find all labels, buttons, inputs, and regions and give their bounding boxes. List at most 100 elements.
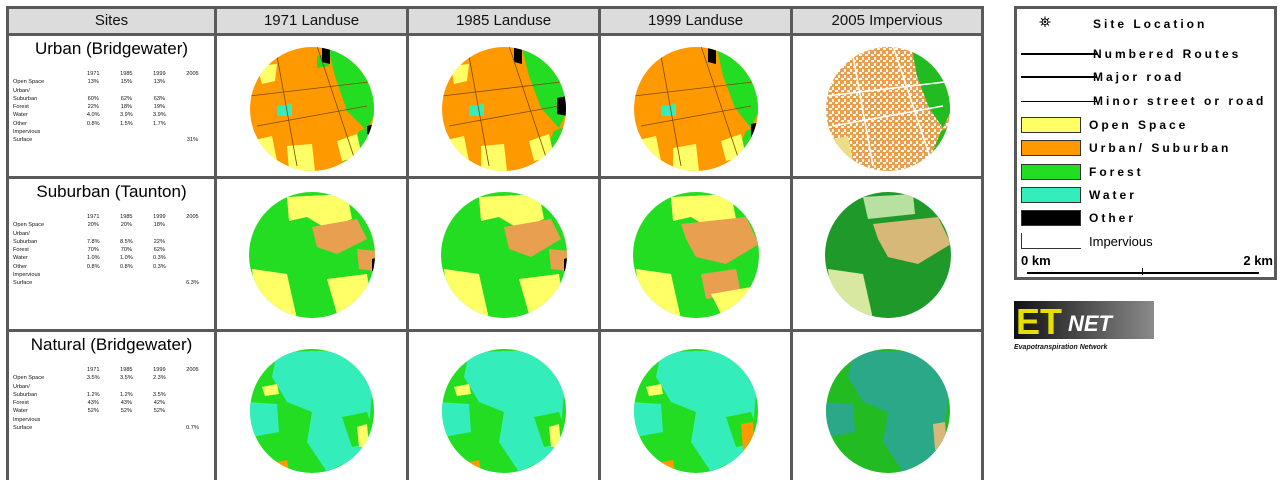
stat-value: 70% xyxy=(87,247,99,254)
stat-label: Surface xyxy=(13,137,33,144)
stat-value: 18% xyxy=(120,104,132,111)
site-stats-table: 1971 1985 1999 2005 Open Space 13% 15% 13% Urb… xyxy=(13,70,209,145)
open-space-patch xyxy=(646,384,663,396)
legend-label: Impervious xyxy=(1089,234,1153,249)
stat-value: 0.8% xyxy=(86,120,100,127)
legend-site-location: ⛯ Site Location xyxy=(1017,14,1274,35)
impervious-patch xyxy=(825,205,835,219)
year-label: 1999 xyxy=(153,214,166,220)
landuse-comparison-table: Sites 1971 Landuse 1985 Landuse 1999 Lan… xyxy=(6,6,984,480)
map-cell-urban-1971 xyxy=(217,36,406,176)
stat-value: 0.8% xyxy=(86,263,100,270)
year-label: 2005 xyxy=(186,367,199,373)
other-patch xyxy=(441,205,451,219)
landuse-map xyxy=(634,47,758,171)
year-label: 1985 xyxy=(120,214,133,220)
header-sites-label: Sites xyxy=(94,12,129,29)
stat-label: Impervious xyxy=(13,272,41,279)
logo-text-net: NET xyxy=(1068,311,1114,336)
legend-water: Water xyxy=(1017,186,1274,206)
open-space-swatch xyxy=(1021,117,1081,133)
header-1985-label: 1985 Landuse xyxy=(455,12,552,29)
stat-value: 42% xyxy=(153,400,165,407)
stat-value: 13% xyxy=(153,79,165,86)
map-cell-suburban-1971 xyxy=(217,179,406,329)
site-title: Suburban (Taunton) xyxy=(36,182,187,201)
open-space-patch xyxy=(250,136,277,171)
stat-value: 0.8% xyxy=(119,263,133,270)
stat-label: Forest xyxy=(13,104,29,111)
scale-bar: 0 km 2 km xyxy=(1021,253,1273,275)
site-info-suburban: Suburban (Taunton) 1971 1985 1999 2005 Open… xyxy=(9,179,214,329)
stats-row: Water 1.0% 1.0% 0.3% xyxy=(13,254,209,262)
water-patch xyxy=(826,402,855,437)
stat-value: 13% xyxy=(87,79,99,86)
open-space-patch xyxy=(357,424,369,447)
stats-row: Surface 31% xyxy=(13,136,209,144)
map-cell-suburban-2005 xyxy=(793,179,981,329)
stat-label: Surface xyxy=(13,425,33,432)
scale-end-label: 2 km xyxy=(1243,253,1273,268)
open-space-patch xyxy=(287,194,352,229)
stats-row: Open Space 20% 20% 18% xyxy=(13,221,209,229)
open-space-patch xyxy=(634,136,661,171)
stat-value: 1.2% xyxy=(86,391,100,398)
map-cell-natural-1971 xyxy=(217,332,406,480)
legend-impervious: Impervious xyxy=(1017,232,1274,252)
map-cell-urban-2005 xyxy=(793,36,981,176)
urban-patch xyxy=(873,217,951,264)
open-space-patch xyxy=(673,144,699,171)
urban-patch xyxy=(504,219,561,257)
other-patch xyxy=(751,122,758,140)
stat-value: 20% xyxy=(87,222,99,229)
stat-value: 18% xyxy=(153,222,165,229)
stats-row: Water 4.0% 3.9% 3.9% xyxy=(13,111,209,119)
open-space-patch xyxy=(826,136,853,171)
stats-year-row: 1971 1985 1999 2005 xyxy=(13,366,209,374)
major-road-line-icon xyxy=(1021,76,1097,78)
urban-swatch xyxy=(1021,140,1081,156)
impervious-map xyxy=(826,349,950,473)
forest-swatch xyxy=(1021,164,1081,180)
stats-row: Impervious xyxy=(13,416,209,424)
stat-value: 3.5% xyxy=(119,375,133,382)
map-legend: ⛯ Site Location Numbered Routes Major ro… xyxy=(1014,6,1277,280)
map-cell-urban-1999 xyxy=(601,36,790,176)
landuse-map xyxy=(250,47,374,171)
header-sites: Sites xyxy=(9,9,214,33)
site-info-natural: Natural (Bridgewater) 1971 1985 1999 2005 O… xyxy=(9,332,214,480)
stat-label: Suburban xyxy=(13,391,38,398)
stats-row: Other 0.8% 1.5% 1.7% xyxy=(13,120,209,128)
stats-row: Forest 70% 70% 62% xyxy=(13,246,209,254)
legend-major-road: Major road xyxy=(1017,68,1274,88)
map-cell-suburban-1999 xyxy=(601,179,790,329)
urban-patch xyxy=(681,217,759,264)
header-2005: 2005 Impervious xyxy=(793,9,981,33)
landuse-map xyxy=(633,192,759,318)
impervious-map xyxy=(825,192,951,318)
stat-value: 2.3% xyxy=(152,375,166,382)
logo-text-et: ET xyxy=(1016,301,1062,342)
legend-label: Open Space xyxy=(1089,118,1189,132)
stat-value: 43% xyxy=(87,400,99,407)
stat-value: 6.3% xyxy=(186,280,199,287)
stat-value: 1.2% xyxy=(119,391,133,398)
impervious-map xyxy=(826,47,950,171)
scale-bar-tick xyxy=(1142,268,1143,275)
stat-value: 1.0% xyxy=(86,255,100,262)
stats-row: Forest 43% 43% 42% xyxy=(13,399,209,407)
legend-label: Major road xyxy=(1093,70,1185,84)
open-space-patch xyxy=(479,194,544,229)
open-space-patch xyxy=(481,144,507,171)
impervious-swatch xyxy=(1021,233,1081,249)
stats-row: Open Space 3.5% 3.5% 2.3% xyxy=(13,374,209,382)
landuse-map xyxy=(442,349,566,473)
stats-year-row: 1971 1985 1999 2005 xyxy=(13,213,209,221)
landuse-map xyxy=(250,349,374,473)
legend-label: Urban/ Suburban xyxy=(1089,141,1232,155)
minor-road-line-icon xyxy=(1021,101,1097,102)
stat-label: Impervious xyxy=(13,129,41,136)
stat-value: 3.5% xyxy=(86,375,100,382)
header-2005-label: 2005 Impervious xyxy=(831,12,943,29)
stat-label: Water xyxy=(13,255,28,262)
